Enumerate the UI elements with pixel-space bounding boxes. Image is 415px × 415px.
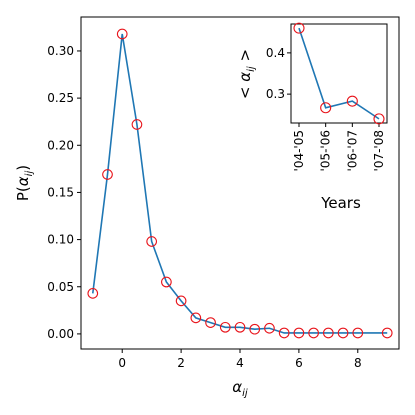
inset-x-tick-label: '07-'08	[372, 130, 386, 171]
inset-series-line	[298, 27, 380, 120]
main-plot: 0 2 4 6 8 0.00 0.05 0.10 0.15 0.20 0.25 0.30 αij P…	[14, 16, 400, 399]
data-point	[234, 321, 246, 333]
inset-data-point	[346, 95, 358, 107]
inset-y-axis-title: < αij >	[236, 49, 257, 99]
inset-x-tick-label: '05-'06	[319, 130, 333, 171]
data-point	[308, 327, 319, 339]
data-point	[264, 322, 275, 334]
y-tick-label: 0.20	[47, 138, 74, 152]
main-series	[87, 28, 393, 339]
y-tick-label: 0.15	[47, 185, 74, 199]
main-x-ticks: 0 2 4 6 8	[118, 349, 362, 370]
inset-x-tick-label: '04-'05	[292, 130, 306, 171]
inset-y-ticks: 0.3 0.4	[266, 46, 291, 101]
x-tick-label: 0	[118, 356, 126, 370]
y-tick-label: 0.30	[47, 44, 74, 58]
data-point	[131, 119, 143, 130]
y-tick-label: 0.00	[47, 327, 74, 341]
x-axis-title: αij	[232, 378, 248, 399]
x-tick-label: 4	[236, 356, 244, 370]
y-tick-label: 0.25	[47, 91, 74, 105]
inset-y-tick-label: 0.4	[266, 46, 285, 60]
inset-plot-frame	[290, 23, 388, 124]
y-tick-label: 0.10	[47, 233, 74, 247]
data-point	[190, 312, 202, 324]
x-tick-label: 2	[177, 356, 185, 370]
inset-x-ticks: '04-'05 '05-'06 '06-'07 '07-'08	[292, 123, 386, 171]
data-point	[146, 236, 158, 247]
y-tick-label: 0.05	[47, 280, 74, 294]
x-tick-label: 8	[354, 356, 362, 370]
data-point	[161, 276, 172, 288]
data-point	[102, 169, 113, 180]
inset-plot: '04-'05 '05-'06 '06-'07 '07-'08 0.3 0.4 Year…	[236, 22, 388, 212]
y-axis-title: P(αij)	[14, 165, 35, 201]
data-point	[205, 317, 216, 328]
inset-data-point	[373, 113, 385, 125]
inset-data-point	[293, 22, 305, 34]
data-point	[175, 295, 187, 307]
data-point	[352, 327, 364, 339]
inset-data-point	[320, 102, 332, 114]
inset-series	[293, 22, 385, 125]
inset-x-axis-title: Years	[320, 194, 361, 212]
series-line	[91, 33, 388, 334]
inset-x-tick-label: '06-'07	[345, 130, 359, 171]
data-point	[87, 288, 99, 299]
data-point	[381, 327, 393, 339]
data-point	[219, 321, 231, 333]
x-tick-label: 6	[295, 356, 303, 370]
data-point	[293, 327, 305, 339]
inset-y-tick-label: 0.3	[266, 87, 285, 101]
data-point	[278, 327, 290, 339]
data-point	[249, 323, 261, 335]
data-point	[116, 28, 128, 40]
data-point	[337, 327, 349, 339]
data-point	[322, 327, 334, 339]
main-y-ticks: 0.00 0.05 0.10 0.15 0.20 0.25 0.30	[47, 44, 81, 341]
